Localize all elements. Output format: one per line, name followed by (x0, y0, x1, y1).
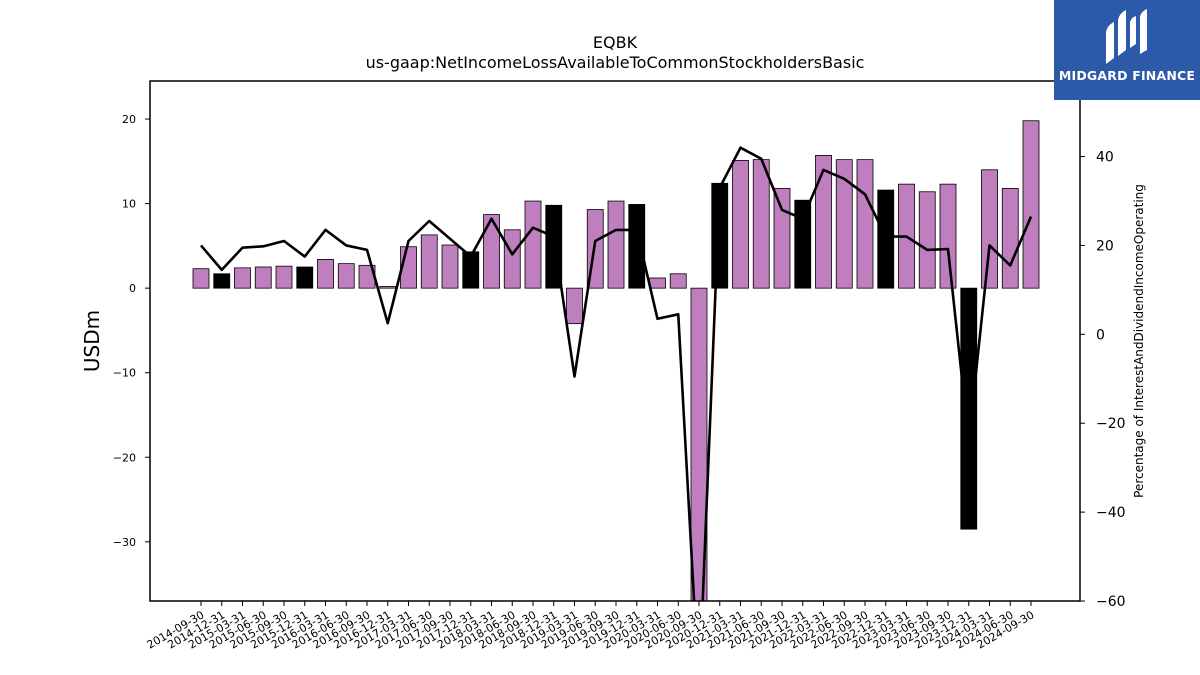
bar-2021-12-31 (794, 199, 812, 289)
bar-2015-06-30 (254, 266, 272, 289)
brand-logo: MIDGARD FINANCE (1054, 0, 1200, 100)
bar-2018-06-30 (503, 229, 521, 289)
y2-tick-label: 20 (1096, 238, 1114, 254)
plot-clip-group (192, 120, 1040, 601)
midgard-finance-logo-icon (1106, 9, 1147, 64)
y2-tick-label: 40 (1096, 150, 1114, 166)
bar-2020-03-31 (649, 277, 666, 289)
y2-tick-label: −60 (1096, 594, 1126, 610)
bar-2018-03-31 (483, 214, 500, 289)
bar-2020-06-30 (669, 273, 687, 289)
bar-2024-06-30 (1001, 187, 1019, 289)
bar-2015-09-30 (275, 265, 293, 289)
y-tick-label: −20 (113, 451, 136, 464)
bar-2020-09-30 (690, 287, 708, 601)
plot-frame (149, 80, 1081, 602)
y-tick-label: −30 (113, 536, 136, 549)
bar-2017-12-31 (462, 251, 480, 289)
bar-2023-06-30 (918, 191, 936, 289)
bar-2024-09-30 (1022, 120, 1040, 289)
bar-2021-06-30 (752, 159, 770, 289)
bar-2014-12-31 (213, 273, 231, 289)
bar-2022-03-31 (815, 155, 832, 289)
bar-2014-09-30 (192, 268, 210, 289)
y-tick-label: 0 (129, 282, 136, 295)
y-tick-label: 20 (122, 113, 136, 126)
bar-2024-03-31 (981, 169, 998, 289)
bar-2017-09-30 (441, 244, 459, 289)
y2-tick-label: 0 (1096, 327, 1105, 343)
bar-2022-09-30 (856, 159, 874, 289)
bar-2022-12-31 (877, 189, 895, 289)
bar-2018-09-30 (524, 200, 542, 289)
y2-tick-label: −20 (1096, 416, 1126, 432)
plot-area: 20100−10−20−3040200−20−40−602014-09-3020… (113, 113, 1126, 652)
bar-2019-03-31 (566, 287, 583, 325)
y2-axis-label: Percentage of InterestAndDividendIncomeO… (1132, 184, 1146, 498)
bar-2016-06-30 (337, 263, 355, 289)
bar-2019-12-31 (628, 204, 646, 289)
chart-title: EQBK (593, 33, 638, 52)
bar-2022-06-30 (835, 159, 853, 289)
y-tick-label: −10 (113, 367, 136, 380)
chart-subtitle: us-gaap:NetIncomeLossAvailableToCommonSt… (366, 53, 865, 72)
ratio-line (200, 146, 1033, 601)
bar-2021-09-30 (773, 187, 791, 289)
bar-2017-06-30 (420, 234, 438, 289)
y2-tick-label: −40 (1096, 505, 1126, 521)
bar-2016-12-31 (379, 286, 397, 289)
bar-2016-03-31 (317, 259, 334, 289)
y-tick-label: 10 (122, 198, 136, 211)
bar-2015-03-31 (234, 267, 251, 289)
bar-2023-09-30 (939, 183, 957, 289)
bar-2021-03-31 (732, 160, 749, 289)
bar-2023-12-31 (960, 287, 978, 530)
y-axis-label: USDm (80, 310, 104, 372)
bar-2015-12-31 (296, 266, 314, 289)
logo-text: MIDGARD FINANCE (1058, 68, 1196, 83)
bar-2019-09-30 (607, 200, 625, 289)
